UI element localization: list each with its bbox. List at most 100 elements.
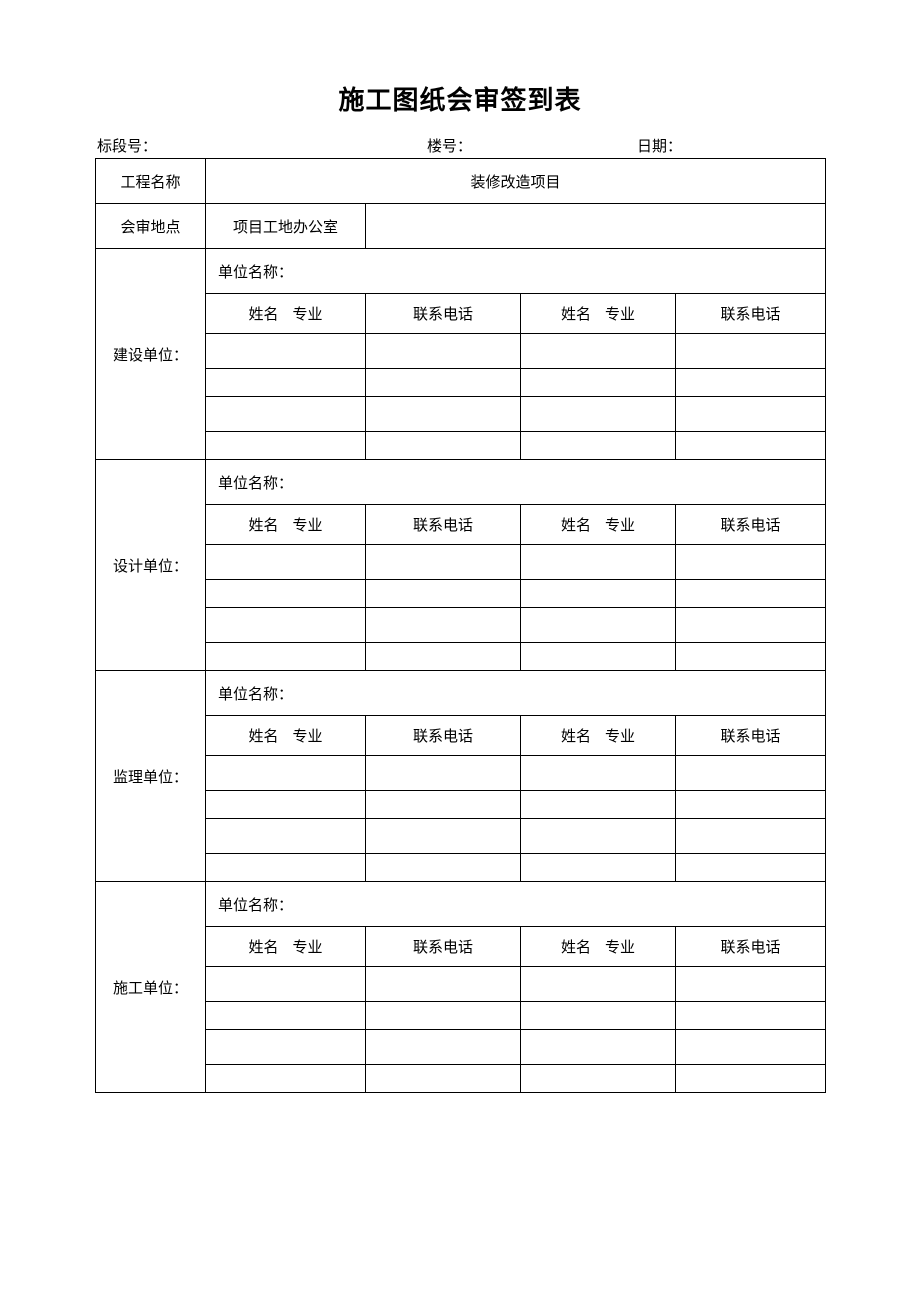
data-row-3-2 [96, 1030, 826, 1065]
data-row-0-0 [96, 334, 826, 369]
cell-3-1-3 [676, 1002, 826, 1030]
section-label-0: 建设单位： [96, 249, 206, 460]
cell-0-1-1 [366, 369, 521, 397]
cell-1-2-2 [521, 608, 676, 643]
cell-2-3-0 [206, 854, 366, 882]
data-row-3-1 [96, 1002, 826, 1030]
location-value: 项目工地办公室 [206, 204, 366, 249]
cell-1-3-3 [676, 643, 826, 671]
cell-2-3-3 [676, 854, 826, 882]
cell-3-0-0 [206, 967, 366, 1002]
cell-1-1-0 [206, 580, 366, 608]
cell-2-0-0 [206, 756, 366, 791]
cell-1-1-2 [521, 580, 676, 608]
cell-0-2-3 [676, 397, 826, 432]
cell-2-2-3 [676, 819, 826, 854]
col-name-major-2-1: 姓名专业 [206, 716, 366, 756]
cell-0-0-1 [366, 334, 521, 369]
cell-2-3-2 [521, 854, 676, 882]
cell-2-2-2 [521, 819, 676, 854]
data-row-3-0 [96, 967, 826, 1002]
data-row-3-3 [96, 1065, 826, 1093]
col-name-major-0-1: 姓名专业 [206, 294, 366, 334]
col-phone-2-2: 联系电话 [676, 716, 826, 756]
section-label: 标段号： [97, 135, 157, 156]
cell-2-2-1 [366, 819, 521, 854]
cell-1-0-1 [366, 545, 521, 580]
cell-2-1-0 [206, 791, 366, 819]
cell-0-1-2 [521, 369, 676, 397]
project-name-label: 工程名称 [96, 159, 206, 204]
col-phone-1-2: 联系电话 [676, 505, 826, 545]
col-phone-0-2: 联系电话 [676, 294, 826, 334]
cell-1-0-2 [521, 545, 676, 580]
data-row-0-1 [96, 369, 826, 397]
col-name-major-0-2: 姓名专业 [521, 294, 676, 334]
meta-building: 楼号： [427, 135, 637, 156]
cell-0-3-0 [206, 432, 366, 460]
cell-3-2-0 [206, 1030, 366, 1065]
cell-2-0-1 [366, 756, 521, 791]
unit-name-row-1: 单位名称： [206, 460, 826, 505]
cell-1-2-0 [206, 608, 366, 643]
cell-2-0-2 [521, 756, 676, 791]
cell-3-2-1 [366, 1030, 521, 1065]
col-phone-3-2: 联系电话 [676, 927, 826, 967]
data-row-2-2 [96, 819, 826, 854]
cell-3-1-2 [521, 1002, 676, 1030]
meta-row: 标段号： 楼号： 日期： [95, 135, 825, 156]
cell-2-3-1 [366, 854, 521, 882]
cell-1-2-3 [676, 608, 826, 643]
col-name-major-1-1: 姓名专业 [206, 505, 366, 545]
data-row-2-1 [96, 791, 826, 819]
page-title: 施工图纸会审签到表 [95, 80, 825, 117]
cell-3-3-0 [206, 1065, 366, 1093]
building-label: 楼号： [427, 135, 472, 156]
cell-0-3-1 [366, 432, 521, 460]
cell-1-3-1 [366, 643, 521, 671]
meta-date: 日期： [637, 135, 823, 156]
cell-0-2-1 [366, 397, 521, 432]
cell-2-2-0 [206, 819, 366, 854]
cell-1-2-1 [366, 608, 521, 643]
cell-2-1-3 [676, 791, 826, 819]
cell-0-3-3 [676, 432, 826, 460]
data-row-1-1 [96, 580, 826, 608]
data-row-1-2 [96, 608, 826, 643]
col-phone-1-1: 联系电话 [366, 505, 521, 545]
section-label-2: 监理单位： [96, 671, 206, 882]
cell-0-0-3 [676, 334, 826, 369]
cell-3-1-0 [206, 1002, 366, 1030]
col-name-major-3-1: 姓名专业 [206, 927, 366, 967]
cell-1-3-2 [521, 643, 676, 671]
date-label: 日期： [637, 135, 682, 156]
unit-name-row-3: 单位名称： [206, 882, 826, 927]
col-phone-2-1: 联系电话 [366, 716, 521, 756]
cell-0-3-2 [521, 432, 676, 460]
cell-2-1-2 [521, 791, 676, 819]
cell-3-3-3 [676, 1065, 826, 1093]
col-name-major-3-2: 姓名专业 [521, 927, 676, 967]
cell-3-0-2 [521, 967, 676, 1002]
cell-1-1-1 [366, 580, 521, 608]
location-blank [366, 204, 826, 249]
data-row-2-3 [96, 854, 826, 882]
section-label-1: 设计单位： [96, 460, 206, 671]
location-label: 会审地点 [96, 204, 206, 249]
cell-1-3-0 [206, 643, 366, 671]
cell-3-2-3 [676, 1030, 826, 1065]
cell-0-1-3 [676, 369, 826, 397]
unit-name-row-0: 单位名称： [206, 249, 826, 294]
data-row-0-2 [96, 397, 826, 432]
cell-1-1-3 [676, 580, 826, 608]
data-row-2-0 [96, 756, 826, 791]
col-name-major-1-2: 姓名专业 [521, 505, 676, 545]
cell-3-0-1 [366, 967, 521, 1002]
cell-2-1-1 [366, 791, 521, 819]
cell-0-0-0 [206, 334, 366, 369]
cell-3-0-3 [676, 967, 826, 1002]
col-phone-3-1: 联系电话 [366, 927, 521, 967]
unit-name-row-2: 单位名称： [206, 671, 826, 716]
cell-2-0-3 [676, 756, 826, 791]
cell-3-3-2 [521, 1065, 676, 1093]
